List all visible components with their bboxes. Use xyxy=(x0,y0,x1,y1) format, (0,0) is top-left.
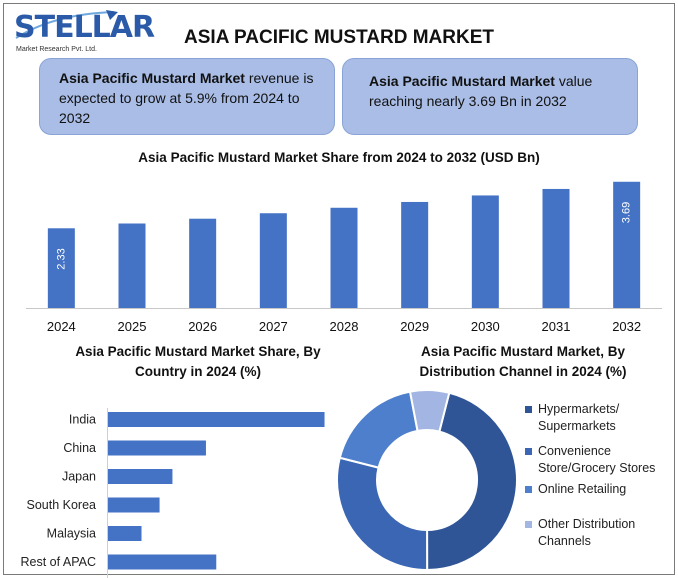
country-label-malaysia: Malaysia xyxy=(47,527,96,541)
x-tick-label-2031: 2031 xyxy=(542,319,571,334)
country-label-south-korea: South Korea xyxy=(27,498,97,512)
country-label-china: China xyxy=(63,441,96,455)
legend-label-3: Other Distribution Channels xyxy=(538,517,636,548)
infographic-frame xyxy=(3,3,675,575)
legend-label-2: Online Retailing xyxy=(538,482,627,496)
channel-legend: Hypermarkets/ Supermarkets Convenience St… xyxy=(523,401,673,550)
country-bar-south-korea xyxy=(108,497,160,513)
stellar-logo: STELLAR Market Research Pvt. Ltd. xyxy=(14,8,155,58)
x-tick-label-2029: 2029 xyxy=(400,319,429,334)
country-bar-japan xyxy=(108,469,173,484)
logo-text: STELLAR xyxy=(14,10,155,45)
donut-slice-2 xyxy=(338,390,419,469)
info-box-value: Asia Pacific Mustard Market value reachi… xyxy=(342,58,638,135)
bar-chart-title: Asia Pacific Mustard Market Share from 2… xyxy=(138,150,540,165)
bar-2028 xyxy=(330,207,358,308)
legend-swatch-2 xyxy=(525,486,532,493)
info-box-growth-text: revenue is expected to grow at 5.9% from… xyxy=(59,70,314,126)
x-tick-label-2026: 2026 xyxy=(188,319,217,334)
bar-2031 xyxy=(542,188,570,308)
info-box-growth: Asia Pacific Mustard Market revenue is e… xyxy=(39,58,335,135)
info-box-growth-bold: Asia Pacific Mustard Market xyxy=(59,70,245,86)
bar-2026 xyxy=(189,218,217,308)
country-bar-malaysia xyxy=(108,526,142,541)
x-tick-label-2027: 2027 xyxy=(259,319,288,334)
legend-item-1: Convenience Store/Grocery Stores xyxy=(523,443,673,477)
page-title: ASIA PACIFIC MUSTARD MARKET xyxy=(184,27,494,48)
data-label-2024: 2.33 xyxy=(55,248,67,269)
country-label-rest-of-apac: Rest of APAC xyxy=(21,555,97,569)
legend-swatch-0 xyxy=(525,406,532,413)
country-bar-china xyxy=(108,440,206,456)
bar-2025 xyxy=(118,223,146,308)
x-tick-label-2028: 2028 xyxy=(330,319,359,334)
country-label-india: India xyxy=(69,413,96,427)
x-tick-label-2032: 2032 xyxy=(612,319,641,334)
bar-2027 xyxy=(259,213,287,308)
bar-2024 xyxy=(47,228,75,308)
x-tick-label-2025: 2025 xyxy=(118,319,147,334)
bar-2032 xyxy=(613,181,641,308)
bar-2030 xyxy=(471,195,499,308)
legend-label-1: Convenience Store/Grocery Stores xyxy=(538,444,656,475)
info-box-value-bold: Asia Pacific Mustard Market xyxy=(369,73,555,89)
legend-swatch-3 xyxy=(525,521,532,528)
logo-subtext: Market Research Pvt. Ltd. xyxy=(16,46,97,53)
channel-chart-title: Asia Pacific Mustard Market, By Distribu… xyxy=(419,344,627,379)
bar-2029 xyxy=(401,201,429,308)
x-tick-label-2024: 2024 xyxy=(47,319,76,334)
legend-label-0: Hypermarkets/ Supermarkets xyxy=(538,402,620,433)
legend-swatch-1 xyxy=(525,448,532,455)
legend-item-0: Hypermarkets/ Supermarkets xyxy=(523,401,673,435)
donut-slice-3 xyxy=(408,389,451,433)
x-tick-label-2030: 2030 xyxy=(471,319,500,334)
donut-slice-1 xyxy=(336,456,429,572)
donut-slice-0 xyxy=(426,391,518,572)
info-box-value-text: value reaching nearly 3.69 Bn in 2032 xyxy=(369,73,593,109)
country-chart-title: Asia Pacific Mustard Market Share, By Co… xyxy=(75,344,321,379)
legend-item-2: Online Retailing xyxy=(523,481,673,498)
logo-swoosh-icon xyxy=(15,10,118,39)
country-bar-india xyxy=(108,412,325,427)
country-bar-rest-of-apac xyxy=(108,554,217,570)
country-label-japan: Japan xyxy=(62,470,96,484)
data-label-2032: 3.69 xyxy=(621,202,633,223)
legend-item-3: Other Distribution Channels xyxy=(523,516,673,550)
